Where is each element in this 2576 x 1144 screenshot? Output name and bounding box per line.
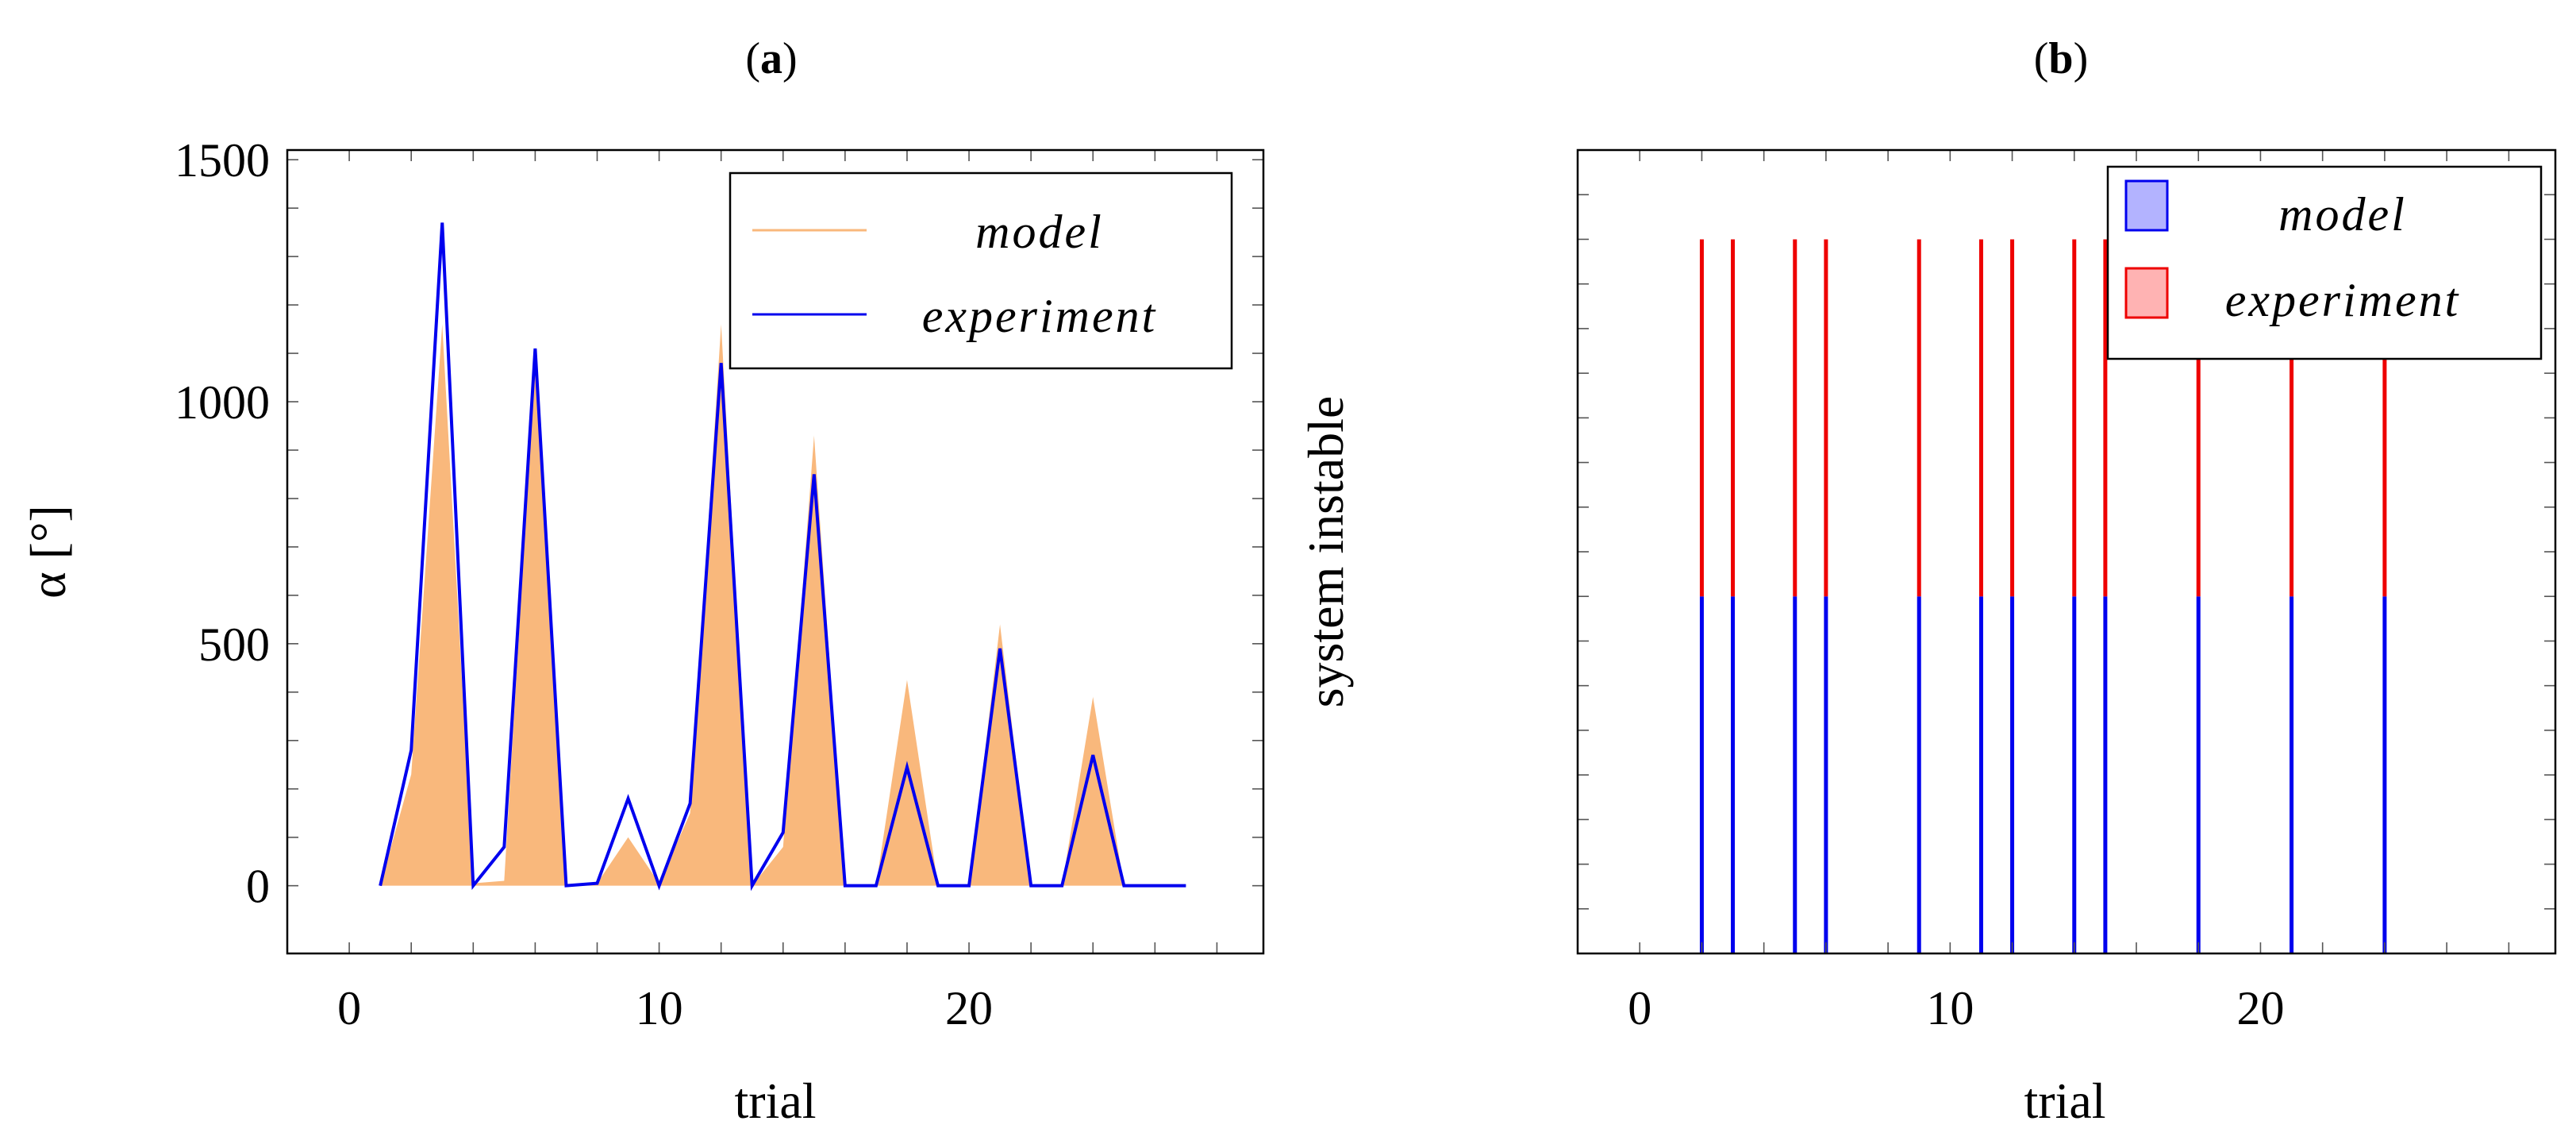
legend-experiment-swatch <box>2124 267 2169 319</box>
x-tick-label: 10 <box>1926 982 1974 1034</box>
instability-bars-layer <box>1699 239 2387 953</box>
legend-experiment-label: experiment <box>2225 274 2461 326</box>
x-tick-label: 20 <box>2236 982 2284 1034</box>
panel-b-legend-box <box>2106 165 2543 360</box>
y-tick-label: 0 <box>246 861 270 913</box>
panel-a-plot-frame <box>286 148 1265 955</box>
panel-b-y-axis-label: system instable <box>1298 396 1354 708</box>
legend-model-label: model <box>2278 188 2407 241</box>
panel-a-legend: model experiment <box>729 171 1233 370</box>
panel-b: (b) 0 10 20 trial system instable model ex… <box>1298 34 2557 1129</box>
x-tick-label: 0 <box>337 982 361 1034</box>
x-tick-label: 20 <box>945 982 993 1034</box>
x-tick-label: 10 <box>636 982 683 1034</box>
panel-a: (a) 0 500 1000 1500 0 10 20 trial α [°] model … <box>20 34 1265 1129</box>
experiment-line-layer <box>379 222 1186 892</box>
y-tick-label: 500 <box>198 618 270 671</box>
panel-b-tick-labels: 0 10 20 <box>1628 982 2284 1034</box>
legend-experiment-label: experiment <box>922 290 1158 342</box>
panel-a-tick-labels: 0 500 1000 1500 0 10 20 <box>175 134 993 1034</box>
legend-model-swatch <box>2124 179 2169 232</box>
panel-a-y-axis-label: α [°] <box>20 505 76 599</box>
panel-a-legend-box <box>729 171 1233 370</box>
panel-a-x-axis-label: trial <box>734 1073 816 1129</box>
panel-b-plot-frame <box>1576 148 2557 955</box>
panel-a-label-letter: a <box>760 34 782 83</box>
y-tick-label: 1000 <box>175 376 270 429</box>
panel-a-label: (a) <box>745 34 797 83</box>
y-tick-label: 1500 <box>175 134 270 187</box>
panel-b-label: (b) <box>2034 34 2088 83</box>
x-tick-label: 0 <box>1628 982 1651 1034</box>
panel-b-x-axis-label: trial <box>2024 1073 2105 1129</box>
legend-model-label: model <box>975 206 1104 258</box>
panel-a-ticks <box>287 150 1263 953</box>
panel-b-label-letter: b <box>2048 34 2073 83</box>
model-area <box>380 324 1186 886</box>
model-area-layer <box>380 324 1186 886</box>
panel-b-legend: model experiment <box>2106 165 2543 360</box>
